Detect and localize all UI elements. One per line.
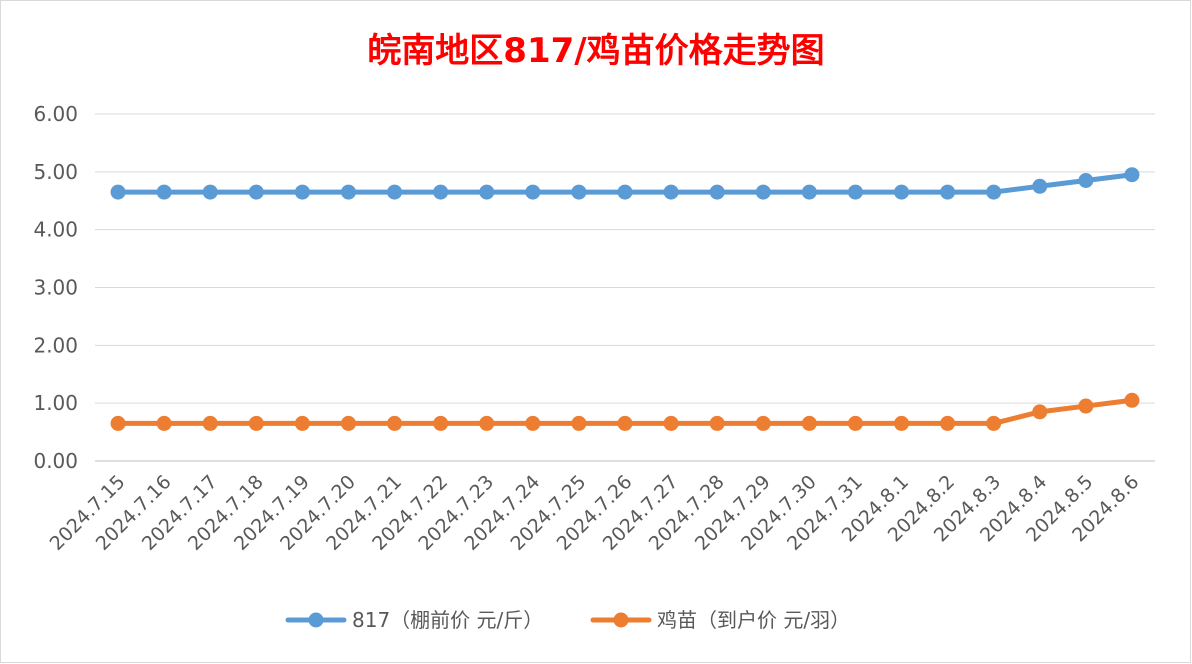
data-point: [1078, 398, 1094, 414]
y-tick-label: 0.00: [33, 449, 78, 473]
data-point: [525, 415, 541, 431]
data-point: [340, 415, 356, 431]
data-point: [986, 184, 1002, 200]
data-point: [294, 184, 310, 200]
data-point: [1124, 392, 1140, 408]
data-point: [525, 184, 541, 200]
chart-title: 皖南地区817/鸡苗价格走势图: [367, 31, 824, 71]
data-point: [294, 415, 310, 431]
data-point: [617, 415, 633, 431]
data-point: [894, 184, 910, 200]
data-point: [663, 184, 679, 200]
data-point: [755, 184, 771, 200]
data-point: [1078, 173, 1094, 189]
data-point: [617, 184, 633, 200]
data-point: [248, 184, 264, 200]
y-tick-label: 6.00: [33, 102, 78, 126]
data-point: [340, 184, 356, 200]
data-point: [387, 415, 403, 431]
y-tick-label: 1.00: [33, 391, 78, 415]
legend: 817（棚前价 元/斤） 鸡苗（到户价 元/羽）: [285, 608, 850, 632]
data-point: [571, 184, 587, 200]
data-point: [663, 415, 679, 431]
data-point: [571, 415, 587, 431]
y-tick-label: 4.00: [33, 218, 78, 242]
legend-label: 鸡苗（到户价 元/羽）: [657, 608, 850, 632]
data-point: [709, 415, 725, 431]
data-point: [847, 415, 863, 431]
data-point: [847, 184, 863, 200]
data-point: [248, 415, 264, 431]
data-point: [479, 184, 495, 200]
data-point: [479, 415, 495, 431]
data-point: [755, 415, 771, 431]
data-point: [1032, 178, 1048, 194]
y-tick-label: 5.00: [33, 160, 78, 184]
data-point: [1032, 404, 1048, 420]
data-point: [986, 415, 1002, 431]
y-tick-label: 3.00: [33, 276, 78, 300]
data-point: [433, 184, 449, 200]
data-point: [801, 184, 817, 200]
data-point: [156, 415, 172, 431]
data-point: [202, 184, 218, 200]
data-point: [801, 415, 817, 431]
series-lines: [110, 167, 1140, 431]
gridlines: [95, 113, 1155, 462]
data-point: [110, 415, 126, 431]
data-point: [940, 415, 956, 431]
data-point: [894, 415, 910, 431]
legend-label: 817（棚前价 元/斤）: [352, 608, 543, 632]
data-point: [940, 184, 956, 200]
data-point: [433, 415, 449, 431]
y-axis-ticks: 0.00 1.00 2.00 3.00 4.00 5.00 6.00: [33, 102, 78, 473]
data-point: [387, 184, 403, 200]
y-tick-label: 2.00: [33, 333, 78, 357]
data-point: [1124, 167, 1140, 183]
legend-marker: [613, 612, 629, 628]
data-point: [156, 184, 172, 200]
legend-marker: [308, 612, 324, 628]
data-point: [110, 184, 126, 200]
data-point: [709, 184, 725, 200]
data-point: [202, 415, 218, 431]
